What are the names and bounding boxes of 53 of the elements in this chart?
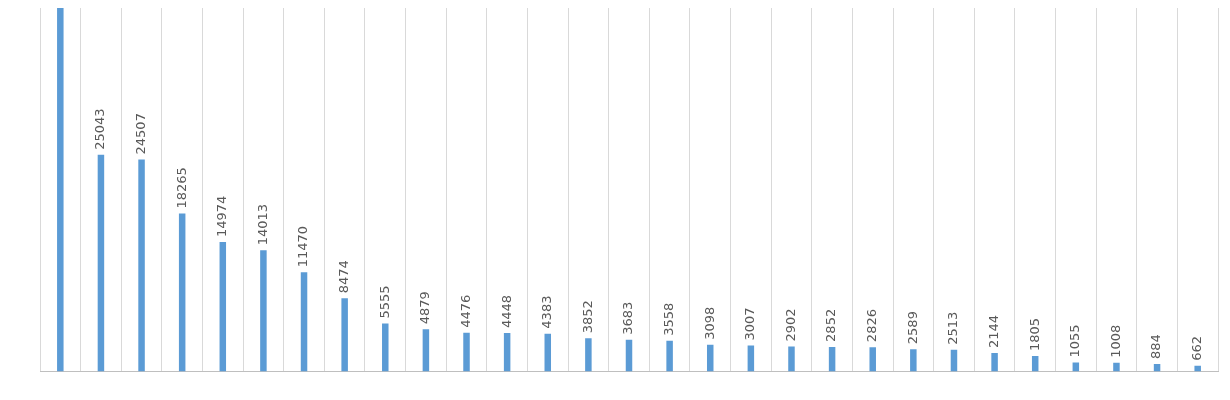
bar xyxy=(1113,362,1120,372)
data-label: 24507 xyxy=(132,113,148,155)
data-label: 4448 xyxy=(498,295,514,329)
data-label: 4383 xyxy=(539,295,555,329)
data-label: 3852 xyxy=(579,300,595,334)
data-label: 2826 xyxy=(864,309,880,343)
data-label: 1805 xyxy=(1026,317,1042,351)
data-label: 662 xyxy=(1189,336,1205,361)
data-label: 4476 xyxy=(457,294,473,328)
bar xyxy=(788,346,795,372)
bar xyxy=(869,347,876,372)
data-label: 4879 xyxy=(417,291,433,325)
bar xyxy=(625,339,633,372)
bar xyxy=(463,332,470,372)
bar xyxy=(1194,365,1201,372)
bar xyxy=(991,353,998,372)
data-label: 18265 xyxy=(173,167,189,209)
data-label: 3683 xyxy=(620,301,636,335)
data-label: 8474 xyxy=(336,260,352,294)
bar xyxy=(138,159,145,372)
data-label: 1055 xyxy=(1067,324,1083,358)
bar xyxy=(97,154,105,372)
data-label: 2589 xyxy=(904,311,920,345)
data-label: 14974 xyxy=(214,195,230,237)
bar xyxy=(503,333,511,372)
data-label: 2852 xyxy=(823,308,839,342)
data-label: 2513 xyxy=(945,311,961,345)
bar xyxy=(1072,362,1080,372)
bar xyxy=(178,213,186,372)
data-label: 3007 xyxy=(742,307,758,341)
data-label: 2144 xyxy=(985,314,1001,349)
bar xyxy=(544,333,552,372)
data-label: 884 xyxy=(1148,334,1164,359)
bar xyxy=(422,329,430,372)
data-label: 3098 xyxy=(701,306,717,340)
bar xyxy=(666,340,673,372)
bar xyxy=(706,344,714,372)
bar xyxy=(341,298,348,372)
bar xyxy=(219,241,227,372)
bar xyxy=(585,338,592,372)
data-label: 5555 xyxy=(376,285,392,319)
data-label: 11470 xyxy=(295,225,311,268)
data-label: 2902 xyxy=(782,308,798,342)
data-label: 3558 xyxy=(661,302,676,336)
bar xyxy=(57,8,64,372)
data-label: 25043 xyxy=(92,108,108,150)
bar xyxy=(910,349,917,372)
bar xyxy=(828,346,836,372)
bar xyxy=(382,323,389,372)
bar xyxy=(260,250,267,372)
data-label: 14013 xyxy=(254,203,270,246)
bar xyxy=(300,272,308,372)
data-label: 1008 xyxy=(1107,324,1123,358)
